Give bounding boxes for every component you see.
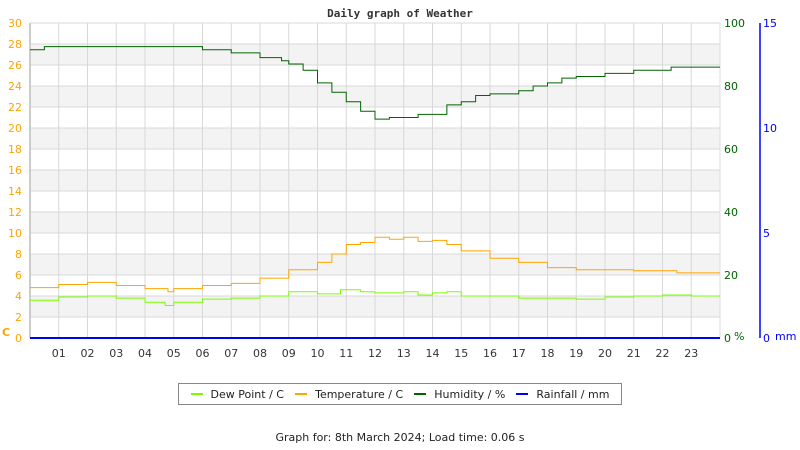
left-tick-label: 28 [8, 38, 22, 51]
left-tick-label: 18 [8, 143, 22, 156]
x-tick-label: 22 [656, 347, 670, 360]
series-line-humidity [30, 46, 720, 120]
x-tick-label: 19 [569, 347, 583, 360]
left-tick-label: 20 [8, 122, 22, 135]
x-tick-label: 11 [339, 347, 353, 360]
x-tick-label: 20 [598, 347, 612, 360]
x-tick-label: 02 [81, 347, 95, 360]
rainfall-tick-label: 10 [763, 122, 777, 135]
x-tick-label: 09 [282, 347, 296, 360]
legend-item: Temperature / C [295, 388, 403, 401]
humidity-tick-label: 0 [724, 332, 731, 345]
left-tick-label: 6 [15, 269, 22, 282]
legend: Dew Point / C Temperature / C Humidity / %… [178, 383, 622, 405]
legend-label: Dew Point / C [210, 387, 284, 401]
series-line-dew [30, 289, 720, 306]
x-tick-label: 08 [253, 347, 267, 360]
x-tick-label: 05 [167, 347, 181, 360]
legend-swatch [516, 393, 529, 395]
left-tick-label: 10 [8, 227, 22, 240]
rainfall-tick-label: 0 [763, 332, 770, 345]
left-tick-label: 24 [8, 80, 22, 93]
x-tick-label: 15 [454, 347, 468, 360]
x-tick-label: 23 [684, 347, 698, 360]
rainfall-tick-label: 15 [763, 17, 777, 30]
legend-item: Rainfall / mm [516, 388, 609, 401]
left-tick-label: 2 [15, 311, 22, 324]
humidity-tick-label: 40 [724, 206, 738, 219]
x-tick-label: 06 [196, 347, 210, 360]
humidity-tick-label: 20 [724, 269, 738, 282]
left-tick-label: 12 [8, 206, 22, 219]
humidity-axis-label: % [734, 330, 744, 343]
rainfall-axis-label: mm [775, 330, 796, 343]
legend-label: Humidity / % [434, 387, 506, 401]
left-tick-label: 22 [8, 101, 22, 114]
legend-item: Humidity / % [414, 388, 505, 401]
x-tick-label: 17 [512, 347, 526, 360]
x-tick-label: 14 [426, 347, 440, 360]
humidity-tick-label: 100 [724, 17, 745, 30]
x-tick-label: 18 [541, 347, 555, 360]
series-line-temperature [30, 236, 720, 293]
legend-swatch [414, 393, 427, 395]
x-tick-label: 10 [311, 347, 325, 360]
left-tick-label: 30 [8, 17, 22, 30]
humidity-tick-label: 80 [724, 80, 738, 93]
left-tick-label: 26 [8, 59, 22, 72]
legend-swatch [295, 393, 308, 395]
humidity-tick-label: 60 [724, 143, 738, 156]
x-tick-label: 13 [397, 347, 411, 360]
rainfall-tick-label: 5 [763, 227, 770, 240]
left-tick-label: 14 [8, 185, 22, 198]
chart-title: Daily graph of Weather [327, 7, 473, 20]
x-tick-label: 01 [52, 347, 66, 360]
legend-label: Rainfall / mm [536, 387, 610, 401]
left-tick-label: 4 [15, 290, 22, 303]
legend-label: Temperature / C [315, 387, 404, 401]
x-tick-label: 12 [368, 347, 382, 360]
x-tick-label: 21 [627, 347, 641, 360]
left-tick-label: 0 [15, 332, 22, 345]
legend-item: Dew Point / C [190, 387, 284, 401]
x-tick-label: 16 [483, 347, 497, 360]
x-tick-label: 03 [109, 347, 123, 360]
left-tick-label: 16 [8, 164, 22, 177]
footer-status: Graph for: 8th March 2024; Load time: 0.… [275, 431, 525, 444]
left-tick-label: 8 [15, 248, 22, 261]
x-tick-label: 07 [224, 347, 238, 360]
legend-swatch [190, 393, 203, 395]
x-tick-label: 04 [138, 347, 152, 360]
left-axis-label: C [2, 326, 10, 339]
